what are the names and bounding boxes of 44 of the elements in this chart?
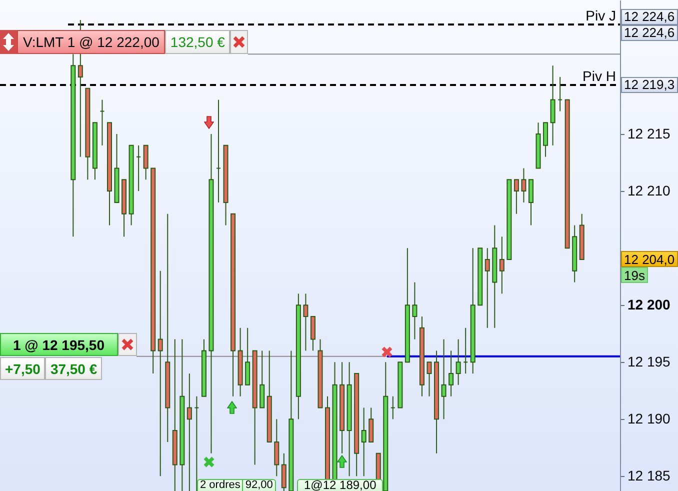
candlestick (260, 350, 265, 408)
annotation: 37,50 € (45, 357, 102, 380)
candlestick (412, 282, 418, 340)
candlestick (499, 236, 504, 294)
y-tick-label: 12 190 (628, 410, 671, 427)
annotation: 132,50 € (165, 30, 230, 54)
candlestick (368, 407, 374, 442)
legend-label: V:LMT 1 @ 12 222,00 (17, 30, 166, 54)
candlestick (426, 362, 432, 397)
annotation: 92,00 (242, 479, 275, 491)
ref-line-label: 1 @ 12 195,50 (0, 333, 118, 356)
candlestick (281, 452, 286, 491)
candlestick (528, 179, 534, 226)
candlestick (186, 373, 192, 491)
y-tick-label: 12 195 (628, 354, 671, 370)
candlestick (143, 144, 148, 180)
candlestick (274, 418, 280, 477)
candlestick (158, 270, 163, 477)
text: 12 224,6 (621, 8, 678, 25)
y-tick-label: 12 210 (628, 182, 671, 199)
annotation: 2 ordres (199, 479, 242, 491)
annotation: 1@12 189,00 (298, 478, 382, 491)
text: 19s (621, 267, 648, 284)
candlestick (448, 350, 454, 397)
text: 12 219,3 (621, 76, 678, 93)
candlestick (514, 179, 519, 214)
y-tick-label: 12 200 (628, 296, 671, 313)
y-tick-label: 12 185 (628, 468, 671, 484)
candlestick (456, 338, 461, 386)
text: 12 224,6 (621, 24, 678, 41)
candlestick (361, 407, 366, 477)
candlestick (441, 338, 446, 420)
candlestick (303, 293, 308, 352)
text: 12 204,0 (621, 251, 678, 268)
ref-line-label: Piv H (582, 68, 616, 84)
ref-line-label: Piv J (586, 8, 616, 24)
candlestick (245, 327, 250, 386)
candlestick (484, 248, 490, 328)
text: +7,50 (0, 357, 46, 380)
candlestick (310, 316, 316, 352)
candlestick (543, 122, 548, 158)
candlestick (521, 168, 526, 203)
candlestick (550, 65, 556, 146)
y-tick-label: 12 215 (628, 126, 671, 142)
